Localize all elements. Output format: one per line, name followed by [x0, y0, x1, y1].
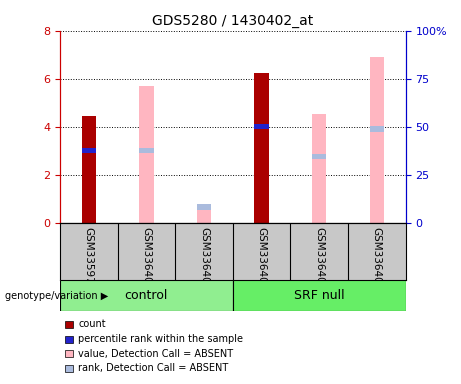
Text: GSM335971: GSM335971	[84, 227, 94, 291]
FancyBboxPatch shape	[60, 280, 233, 311]
Bar	[197, 210, 211, 223]
Text: control: control	[124, 289, 168, 302]
Bar	[370, 57, 384, 223]
Bar	[139, 148, 154, 153]
Title: GDS5280 / 1430402_at: GDS5280 / 1430402_at	[152, 14, 313, 28]
Bar	[82, 148, 96, 153]
FancyBboxPatch shape	[233, 280, 406, 311]
Bar	[139, 86, 154, 223]
Text: GSM336407: GSM336407	[257, 227, 266, 291]
Text: GSM336405: GSM336405	[142, 227, 151, 291]
Text: genotype/variation ▶: genotype/variation ▶	[5, 291, 108, 301]
Text: SRF null: SRF null	[294, 289, 344, 302]
Bar	[82, 116, 96, 223]
Bar	[370, 126, 384, 132]
Text: value, Detection Call = ABSENT: value, Detection Call = ABSENT	[78, 349, 233, 359]
Bar	[312, 154, 326, 159]
Text: GSM336408: GSM336408	[314, 227, 324, 291]
Text: GSM336406: GSM336406	[199, 227, 209, 291]
Text: percentile rank within the sample: percentile rank within the sample	[78, 334, 243, 344]
Bar	[254, 73, 269, 223]
Bar	[312, 114, 326, 223]
Text: rank, Detection Call = ABSENT: rank, Detection Call = ABSENT	[78, 363, 229, 373]
Text: GSM336409: GSM336409	[372, 227, 382, 291]
Text: count: count	[78, 319, 106, 329]
Bar	[197, 204, 211, 210]
Bar	[254, 124, 269, 129]
